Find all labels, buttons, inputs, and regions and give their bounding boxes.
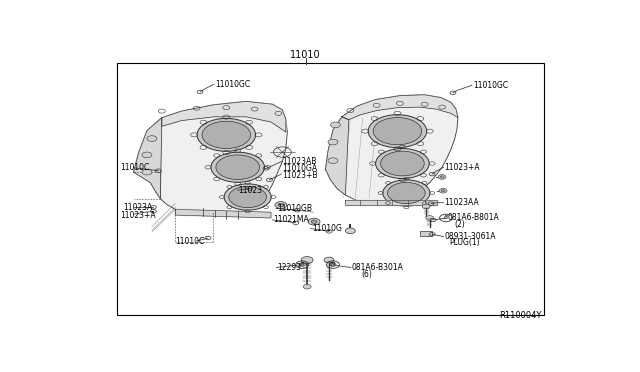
Text: (2): (2) — [454, 220, 465, 229]
Circle shape — [147, 136, 157, 141]
Text: 11010C: 11010C — [121, 163, 150, 172]
Text: 11010G: 11010G — [312, 224, 342, 233]
Circle shape — [422, 204, 430, 209]
Circle shape — [142, 169, 152, 175]
Text: 08931-3061A: 08931-3061A — [445, 232, 496, 241]
Circle shape — [301, 257, 313, 263]
Polygon shape — [346, 200, 437, 205]
Ellipse shape — [381, 151, 424, 176]
Text: 11010GB: 11010GB — [277, 204, 312, 213]
Bar — [117, 63, 544, 315]
Text: 11023AA: 11023AA — [445, 198, 479, 207]
Ellipse shape — [224, 184, 271, 210]
Text: B: B — [444, 215, 448, 221]
Polygon shape — [342, 95, 458, 120]
Circle shape — [441, 190, 445, 192]
Ellipse shape — [373, 118, 422, 145]
Text: 081A6-B301A: 081A6-B301A — [352, 263, 404, 272]
Ellipse shape — [376, 148, 429, 179]
Polygon shape — [326, 117, 349, 195]
Text: B: B — [300, 262, 305, 267]
Text: 11023AB: 11023AB — [282, 157, 317, 166]
Text: 11023+A: 11023+A — [445, 163, 480, 172]
Text: R110004Y: R110004Y — [499, 311, 541, 320]
Ellipse shape — [211, 152, 264, 182]
Text: PLUG(1): PLUG(1) — [449, 238, 480, 247]
Circle shape — [303, 284, 311, 289]
Circle shape — [278, 203, 284, 207]
Circle shape — [346, 228, 355, 234]
Ellipse shape — [383, 180, 430, 206]
Text: 11010GC: 11010GC — [473, 81, 508, 90]
Text: 11021MA: 11021MA — [273, 215, 309, 224]
Ellipse shape — [388, 182, 425, 203]
Ellipse shape — [197, 118, 255, 151]
Ellipse shape — [216, 155, 260, 180]
Circle shape — [328, 158, 338, 164]
Text: 11023: 11023 — [237, 186, 262, 195]
Text: 11023A: 11023A — [124, 203, 153, 212]
Circle shape — [308, 218, 320, 225]
Circle shape — [426, 216, 434, 220]
Text: 11023+B: 11023+B — [282, 171, 318, 180]
Circle shape — [440, 176, 444, 178]
Polygon shape — [134, 118, 162, 199]
Ellipse shape — [202, 121, 251, 148]
Polygon shape — [162, 101, 286, 132]
Text: 11010GA: 11010GA — [282, 164, 317, 173]
Circle shape — [438, 175, 446, 179]
Circle shape — [324, 257, 334, 263]
Bar — [420, 231, 432, 236]
Circle shape — [328, 139, 338, 145]
Text: 12293: 12293 — [277, 263, 301, 272]
Text: B: B — [331, 262, 335, 267]
Circle shape — [439, 189, 447, 193]
Text: (6): (6) — [362, 270, 372, 279]
Ellipse shape — [368, 115, 427, 148]
Text: 081A6-B801A: 081A6-B801A — [447, 214, 499, 222]
Circle shape — [311, 220, 317, 223]
Polygon shape — [326, 95, 458, 203]
Polygon shape — [175, 209, 271, 218]
Circle shape — [142, 152, 152, 158]
Text: 11010: 11010 — [291, 50, 321, 60]
Ellipse shape — [229, 186, 266, 208]
Text: 11010GC: 11010GC — [215, 80, 250, 89]
Text: 11010C: 11010C — [175, 237, 205, 246]
Circle shape — [330, 122, 340, 128]
Circle shape — [275, 202, 287, 208]
Polygon shape — [134, 101, 287, 215]
Text: 11023+A: 11023+A — [121, 211, 156, 219]
